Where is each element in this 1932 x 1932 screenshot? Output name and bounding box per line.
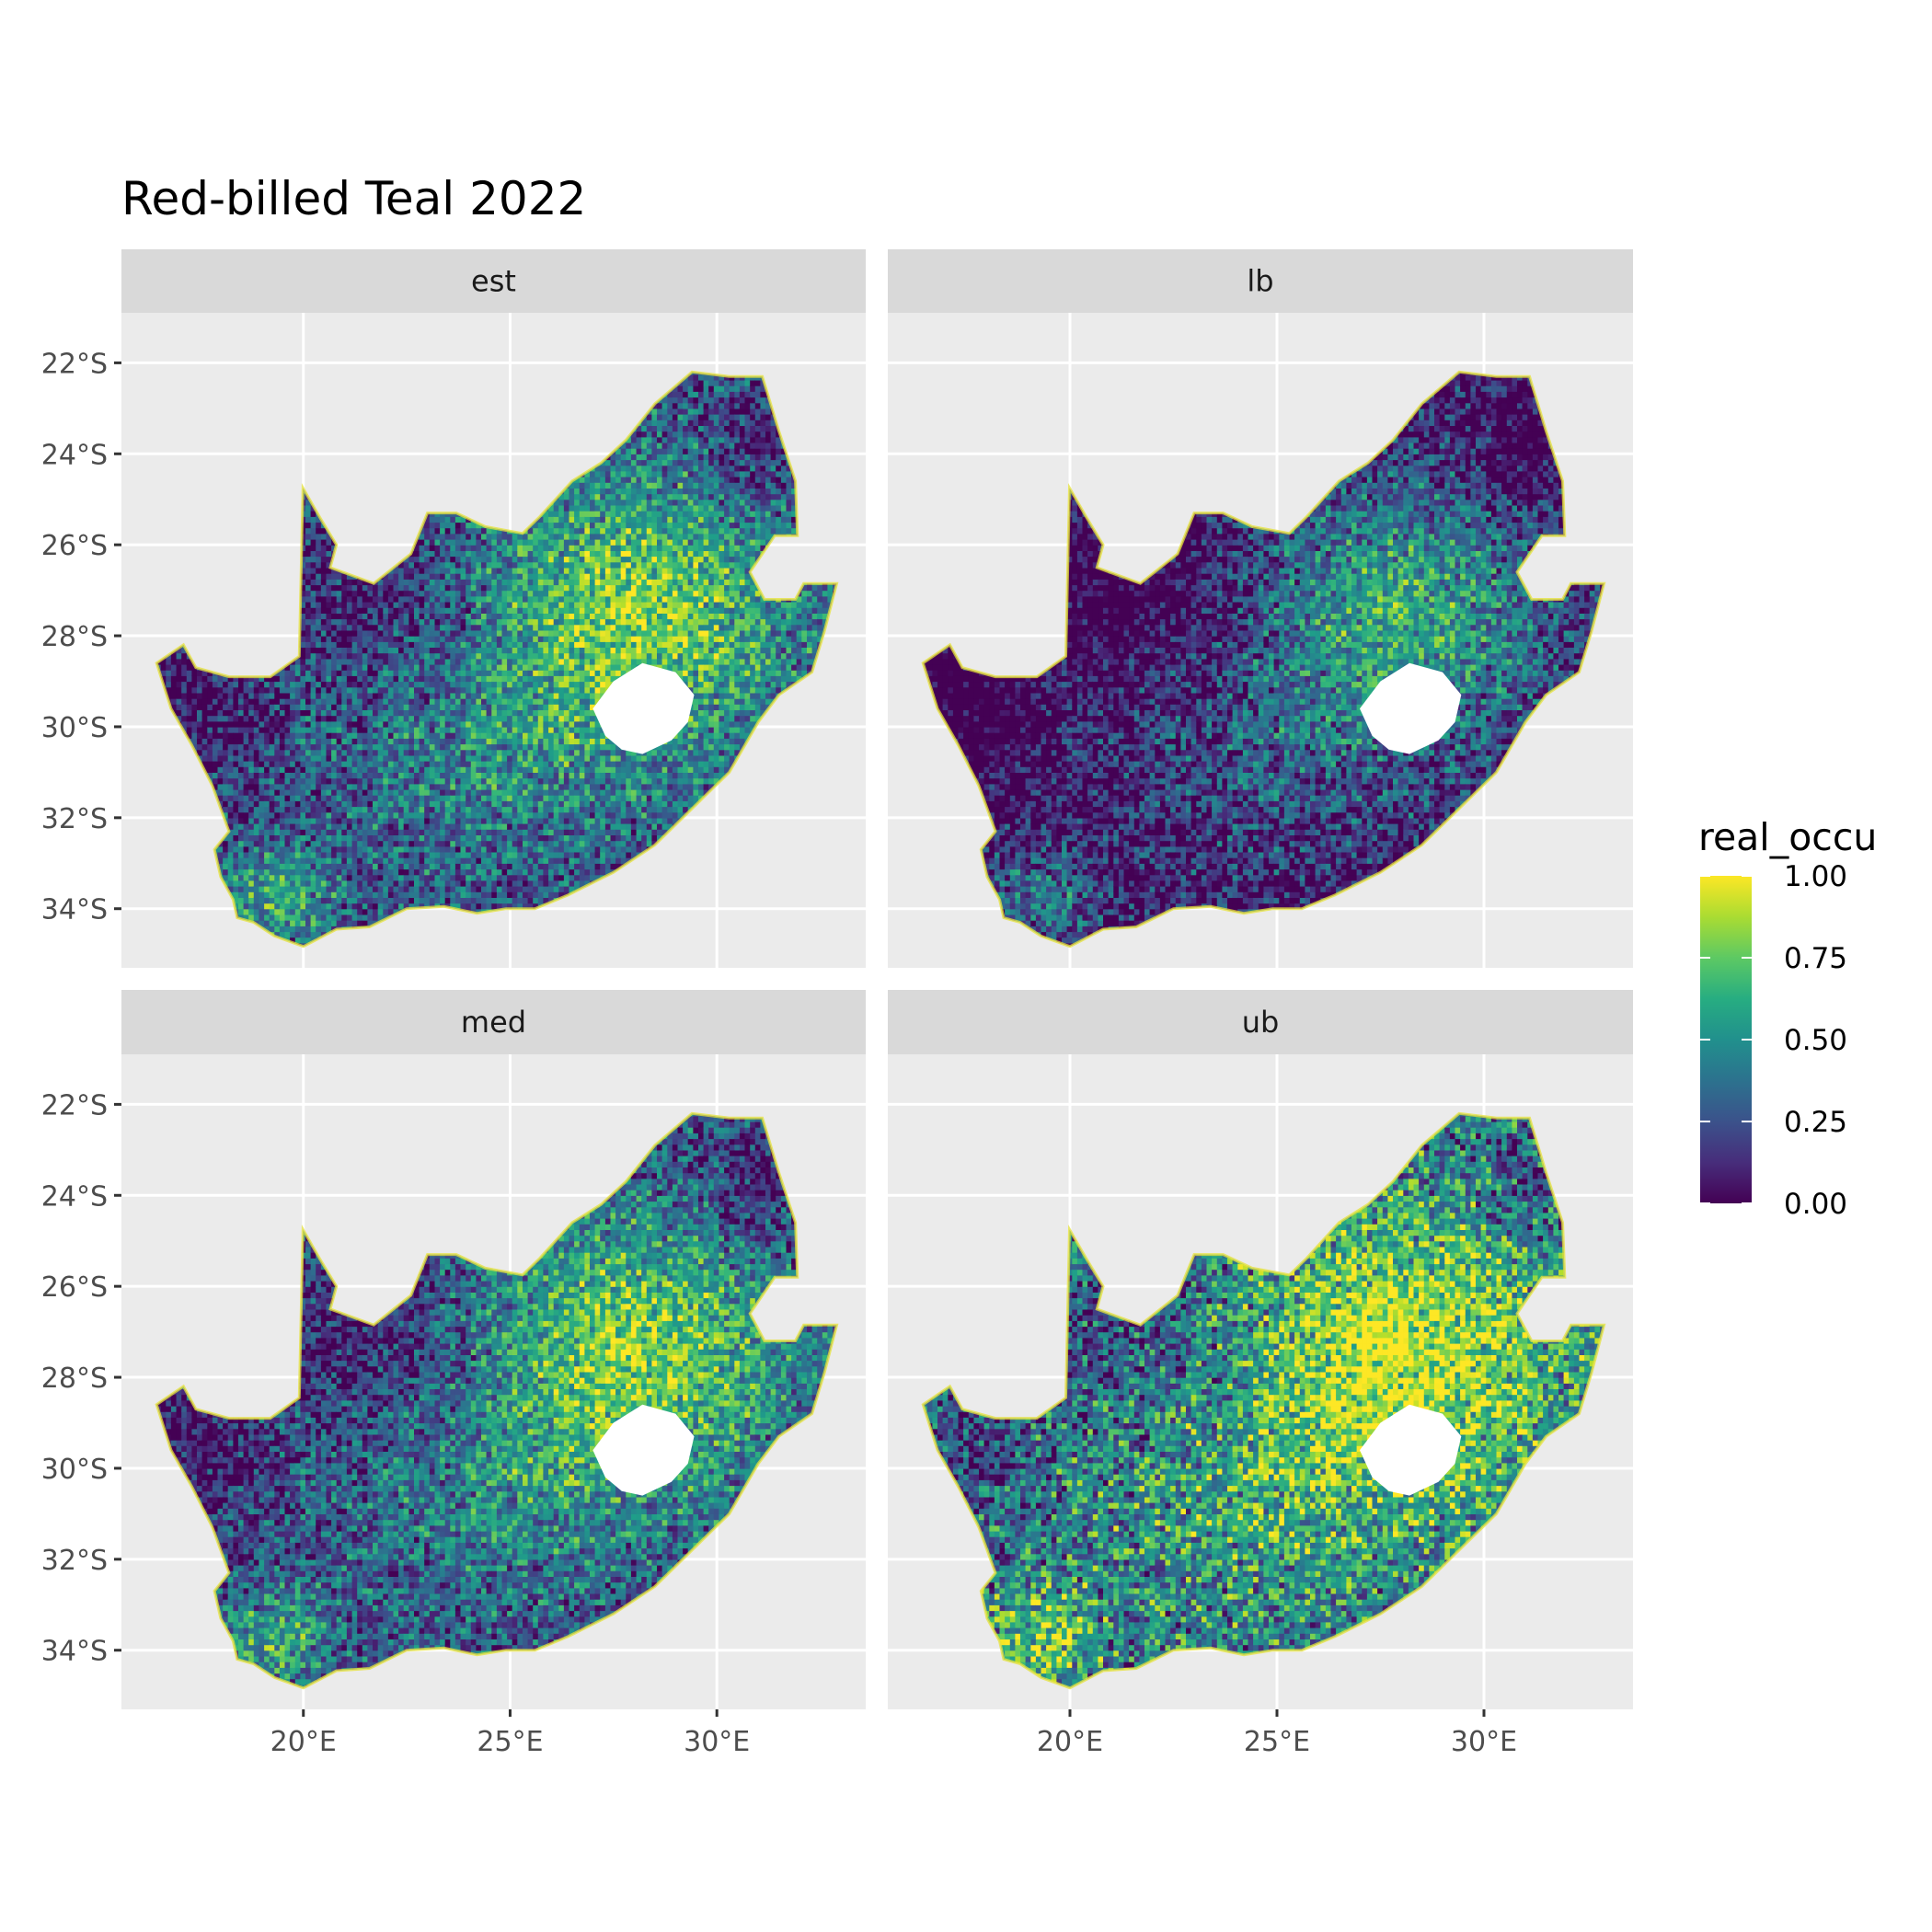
facet-panels: est lb med ub xyxy=(121,249,1633,1709)
x-tick-label: 25°E xyxy=(1244,1726,1310,1758)
y-tick-label: 26°S xyxy=(41,1271,108,1304)
lesotho-hole xyxy=(592,662,695,754)
lesotho-hole xyxy=(592,1404,695,1496)
y-tick-label: 30°S xyxy=(41,712,108,744)
x-tick-label: 25°E xyxy=(477,1726,543,1758)
y-tick-label: 24°S xyxy=(41,439,108,471)
chart-title: Red-billed Teal 2022 xyxy=(121,172,586,225)
country-outline xyxy=(155,1111,839,1690)
y-tick-label: 28°S xyxy=(41,1363,108,1395)
facet-panel-med: med xyxy=(121,990,866,1709)
y-tick-label: 22°S xyxy=(41,1089,108,1121)
facet-strip xyxy=(888,990,1633,1054)
legend-tick-label: 1.00 xyxy=(1784,860,1847,893)
y-tick-label: 30°S xyxy=(41,1454,108,1486)
facet-strip-label: est xyxy=(471,264,516,299)
y-tick-label: 24°S xyxy=(41,1180,108,1213)
facet-strip-label: ub xyxy=(1242,1005,1280,1040)
facet-strip xyxy=(888,249,1633,313)
x-tick-label: 30°E xyxy=(1451,1726,1517,1758)
legend-tick-label: 0.50 xyxy=(1784,1024,1847,1057)
country-outline xyxy=(921,1111,1606,1690)
legend-tick-label: 0.00 xyxy=(1784,1188,1847,1221)
legend-tick-label: 0.25 xyxy=(1784,1106,1847,1139)
axes: 22°S 24°S 26°S 28°S 30°S 32°S 34°S 22°S 24°S 26°S… xyxy=(41,348,1517,1758)
facet-panel-ub: ub xyxy=(888,990,1633,1709)
country-outline xyxy=(155,370,839,949)
facet-panel-est: est xyxy=(121,249,866,968)
country-outline xyxy=(921,370,1606,949)
legend-title: real_occu xyxy=(1698,815,1877,859)
y-tick-label: 34°S xyxy=(41,894,108,926)
facet-strip xyxy=(121,249,866,313)
x-tick-label: 30°E xyxy=(684,1726,750,1758)
facet-strip-label: med xyxy=(461,1005,526,1040)
facet-strip xyxy=(121,990,866,1054)
lesotho-hole xyxy=(1360,662,1462,754)
y-tick-label: 32°S xyxy=(41,1545,108,1577)
facet-strip-label: lb xyxy=(1247,264,1273,299)
lesotho-hole xyxy=(1360,1404,1462,1496)
y-tick-label: 22°S xyxy=(41,348,108,380)
y-tick-label: 26°S xyxy=(41,530,108,562)
x-tick-label: 20°E xyxy=(1037,1726,1103,1758)
y-tick-label: 28°S xyxy=(41,621,108,653)
y-tick-label: 34°S xyxy=(41,1636,108,1668)
color-legend: real_occu 0.00 0.25 0.50 0.75 1.00 xyxy=(1698,815,1877,1221)
x-tick-label: 20°E xyxy=(270,1726,337,1758)
facet-panel-lb: lb xyxy=(888,249,1633,968)
legend-tick-label: 0.75 xyxy=(1784,942,1847,975)
y-tick-label: 32°S xyxy=(41,803,108,835)
